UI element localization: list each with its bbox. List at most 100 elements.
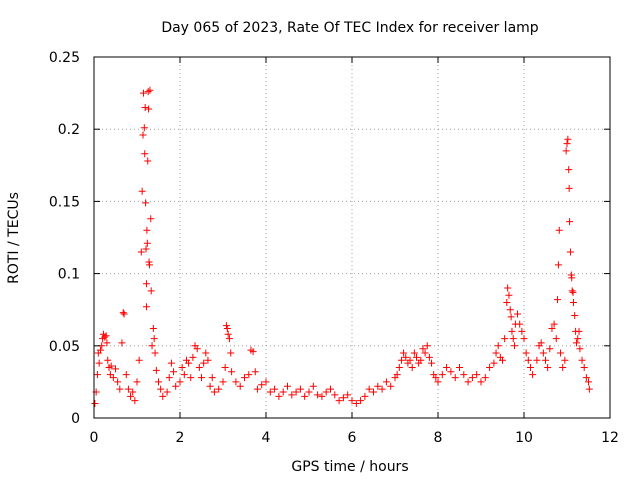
data-point [189, 353, 197, 361]
x-tick-label: 4 [262, 430, 271, 446]
y-tick-label: 0.15 [49, 194, 80, 210]
data-point [223, 324, 231, 332]
data-point [544, 363, 552, 371]
data-point [529, 371, 537, 379]
data-point [569, 288, 577, 296]
data-point [219, 378, 227, 386]
data-point [104, 356, 112, 364]
plot-frame [93, 56, 611, 419]
data-point [395, 363, 403, 371]
y-tick-label: 0 [71, 411, 80, 427]
data-point [537, 339, 545, 347]
data-point [524, 356, 532, 364]
data-point [518, 327, 526, 335]
data-point [288, 391, 296, 399]
data-point [305, 388, 313, 396]
data-point [120, 310, 128, 318]
data-point [109, 374, 117, 382]
data-point [499, 356, 506, 364]
data-point [163, 388, 171, 396]
data-point [296, 385, 304, 393]
data-point [142, 303, 150, 311]
data-point [202, 349, 210, 357]
data-point [542, 356, 549, 364]
data-point [397, 356, 405, 364]
data-point [382, 378, 390, 386]
data-point [103, 339, 111, 347]
data-point [456, 363, 463, 371]
data-point [93, 371, 101, 379]
data-point [575, 327, 583, 335]
data-point [576, 345, 584, 353]
data-point [477, 378, 485, 386]
data-point [144, 88, 152, 96]
data-point [180, 371, 188, 379]
data-point [227, 349, 235, 357]
data-point [410, 349, 418, 357]
data-point [554, 296, 562, 304]
data-point [520, 335, 528, 343]
data-point [562, 147, 570, 155]
data-point [241, 374, 248, 382]
data-point [393, 371, 401, 379]
data-point [564, 135, 572, 143]
data-point [508, 327, 516, 335]
y-tick-label: 0.1 [58, 267, 80, 283]
data-point [550, 320, 558, 328]
data-point [507, 313, 515, 321]
data-point [585, 378, 592, 386]
data-point [129, 388, 137, 396]
data-point [228, 368, 236, 376]
data-point [568, 274, 576, 282]
data-point [571, 311, 579, 319]
x-tick-label: 6 [348, 430, 357, 446]
data-point [96, 346, 104, 354]
data-point [146, 86, 154, 94]
data-point [122, 371, 130, 379]
data-point [95, 359, 103, 367]
data-point [565, 166, 573, 174]
data-point [118, 339, 126, 347]
data-point [378, 385, 386, 393]
data-point [365, 385, 373, 393]
data-point [501, 335, 509, 343]
data-point [148, 342, 156, 350]
chart-title: Day 065 of 2023, Rate Of TEC Index for r… [161, 20, 538, 36]
data-point [580, 363, 588, 371]
data-point [533, 356, 541, 364]
data-point [222, 322, 230, 330]
data-point [464, 378, 472, 386]
data-point [91, 400, 99, 408]
data-point [107, 362, 115, 370]
data-point [135, 356, 143, 364]
x-tick-labels: 0 2 4 6 8 10 12 [90, 430, 619, 446]
data-point [548, 324, 556, 332]
data-point [566, 218, 574, 226]
y-tick-label: 0.25 [49, 50, 80, 66]
data-point [569, 298, 577, 306]
data-point [193, 345, 201, 353]
data-point [557, 349, 565, 357]
data-point [344, 391, 352, 399]
data-point [423, 342, 431, 350]
data-points [91, 86, 593, 408]
data-point [236, 382, 244, 390]
data-point [131, 397, 139, 405]
data-point [322, 388, 330, 396]
data-point [142, 199, 150, 207]
data-point [413, 353, 420, 361]
data-point [348, 397, 356, 405]
data-point [327, 385, 334, 393]
data-point [566, 248, 574, 256]
x-axis-label: GPS time / hours [291, 459, 408, 475]
data-point [114, 378, 122, 386]
data-point [165, 374, 173, 382]
data-point [101, 333, 109, 341]
data-point [147, 215, 155, 223]
data-point [149, 324, 157, 332]
data-point [172, 382, 180, 390]
y-tick-labels: 0 0.05 0.1 0.15 0.2 0.25 [49, 50, 80, 427]
y-tick-label: 0.05 [49, 339, 80, 355]
x-tick-label: 8 [434, 430, 443, 446]
data-point [141, 104, 149, 112]
